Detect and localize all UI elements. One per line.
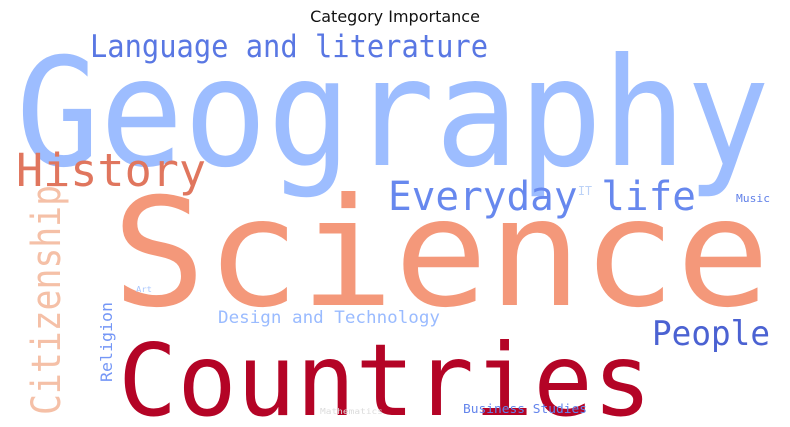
word-language-and-literature: Language and literature [90, 29, 488, 65]
word-music: Music [736, 192, 770, 205]
word-citizenship: Citizenship [24, 185, 70, 415]
word-science: Science [112, 167, 770, 341]
word-people: People [652, 314, 770, 354]
word-countries: Countries [118, 322, 652, 427]
word-everyday-life: Everyday life [388, 174, 696, 220]
word-it: IT [578, 184, 592, 198]
word-business-studies: Business Studies [463, 402, 587, 416]
word-religion: Religion [97, 302, 116, 382]
word-geography: Geography [16, 27, 770, 201]
word-history: History [16, 144, 206, 197]
chart-title: Category Importance [310, 7, 480, 26]
word-art: Art [136, 285, 152, 294]
word-mathematics: Mathematics [320, 407, 383, 416]
word-design-and-technology: Design and Technology [218, 308, 440, 328]
